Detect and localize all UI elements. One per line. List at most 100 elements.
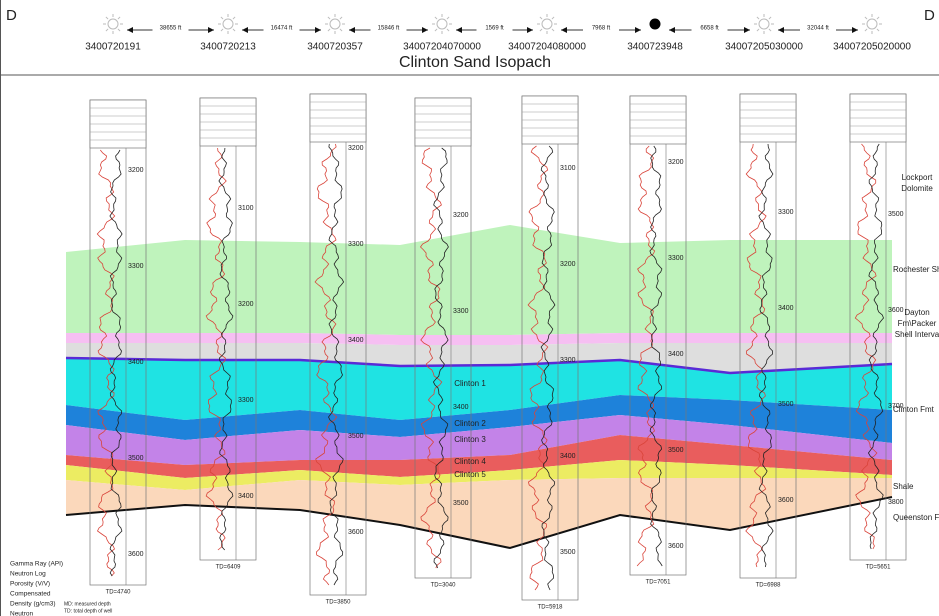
depth-label: 3200 [560,261,576,268]
layer-band [66,358,892,420]
distance-bg [370,24,407,32]
depth-label: 3100 [238,205,254,212]
neutron-curve [867,143,884,550]
well-symbol [649,18,661,30]
depth-label: 3700 [888,403,904,410]
formation-label: Clinton Fmt [893,405,935,414]
formation-label: Rochester Sh [893,265,939,274]
distance-bg [263,24,300,32]
arrow [349,27,355,33]
well-symbol-ray [232,28,236,32]
arrow [315,27,321,33]
neutron-curve [218,147,234,551]
formation-label: Queenston Fi [893,513,939,522]
gamma-ray-curve [96,149,116,577]
distance-bg [800,24,836,32]
well-symbol-ray [105,16,109,20]
section-start: D [6,7,17,24]
well-symbol-ray [339,16,343,20]
well-symbol [866,18,878,30]
well-symbol-ray [446,16,450,20]
well-symbol-ray [876,16,880,20]
gamma-ray-curve [314,143,338,586]
depth-label: 3300 [348,241,364,248]
depth-label: 3300 [668,255,684,262]
well-symbol-ray [434,16,438,20]
neutron-curve [758,143,774,568]
depth-label: 3400 [778,305,794,312]
depth-label: 3500 [453,500,469,507]
well-symbol-ray [446,28,450,32]
well-name: 3400720357 [307,42,363,53]
gamma-ray-curve [527,145,549,591]
section-end: D [924,7,935,24]
arrow [127,27,133,33]
gamma-ray-curve [636,145,656,567]
well-name: 3400720213 [200,42,256,53]
total-depth: TD=3850 [326,600,352,606]
distance-bg [691,24,728,32]
well-symbol-ray [105,28,109,32]
depth-label: 3400 [238,493,254,500]
well-name: 34007205020000 [833,42,911,53]
neutron-curve [432,147,449,569]
total-depth: TD=5651 [866,565,892,571]
arrow [635,27,641,33]
formation-label: Shale [893,482,914,491]
depth-label: 3500 [778,401,794,408]
arrow [456,27,462,33]
distance-bg [152,24,189,32]
depth-label: 3500 [128,455,144,462]
layer-label: Clinton 4 [454,457,486,466]
well-symbol-ray [220,28,224,32]
layer-band [66,225,892,335]
layer-band [66,415,892,465]
depth-label: 3200 [453,212,469,219]
well-name: 3400723948 [627,42,683,53]
depth-label: 3500 [668,447,684,454]
well-symbol-ray [864,16,868,20]
arrow [527,27,533,33]
depth-label: 3800 [888,499,904,506]
depth-label: 3500 [348,433,364,440]
well-symbol-ray [864,28,868,32]
well-symbol-ray [232,16,236,20]
depth-label: 3600 [128,551,144,558]
depth-label: 3300 [560,357,576,364]
gamma-ray-curve [205,147,227,551]
neutron-curve [540,145,556,591]
legend-entry: Gamma Ray (API) [10,561,63,568]
layer-band [66,395,892,443]
formation-label: Lockport [902,173,933,182]
formation-label: Dayton [904,308,929,317]
depth-label: 3500 [888,211,904,218]
well-symbol-ray [551,16,555,20]
arrow [208,27,214,33]
total-depth: TD=4740 [106,590,132,596]
total-depth: TD=5918 [538,605,564,611]
arrow [669,27,675,33]
legend-note: MD: measured depth [64,601,111,607]
formation-label: Fm\Packer [898,319,937,328]
neutron-curve [109,149,123,577]
layer-band [66,333,892,345]
title: Clinton Sand Isopach [399,54,551,71]
arrow [744,27,750,33]
clinton-top-line [65,356,893,375]
depth-label: 3400 [348,337,364,344]
well-symbol-ray [768,16,772,20]
distance-label: 6658 ft [700,26,719,32]
legend-entry: Compensated [10,591,51,598]
well-symbol [329,18,341,30]
layer-band [66,478,892,548]
well-symbol-ray [551,28,555,32]
distance-label: 32044 ft [807,26,829,32]
depth-label: 3200 [238,301,254,308]
well-symbol-ray [117,28,121,32]
well-name: 34007205030000 [725,42,803,53]
well-symbol-ray [327,28,331,32]
layer-label: Clinton 3 [454,435,486,444]
well-symbol-ray [756,28,760,32]
arrow [422,27,428,33]
distance-label: 7968 ft [592,26,611,32]
